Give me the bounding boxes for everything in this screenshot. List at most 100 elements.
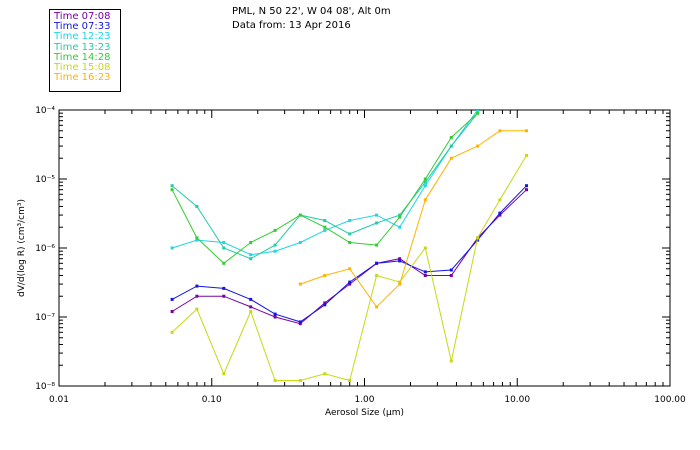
series-line <box>171 110 479 256</box>
series-point <box>222 261 226 265</box>
series-line <box>171 112 478 264</box>
series-point <box>375 305 379 309</box>
series-point <box>323 274 327 277</box>
series-point <box>323 228 327 232</box>
series-point <box>222 372 226 376</box>
series-point <box>375 243 379 247</box>
series-point <box>195 205 199 208</box>
series-point <box>298 282 302 286</box>
series-point <box>348 267 352 271</box>
series-point <box>195 294 199 298</box>
series-point <box>222 241 226 244</box>
series-point <box>525 129 528 133</box>
series-point <box>498 213 502 217</box>
series-point <box>423 184 427 188</box>
series-point <box>249 297 253 301</box>
series-point <box>222 286 226 290</box>
series-point <box>273 228 277 232</box>
date-text: Data from: 13 Apr 2016 <box>232 20 351 31</box>
series-point <box>222 246 226 250</box>
y-tick-label: 10⁻⁴ <box>35 106 55 116</box>
chart-header: PML, N 50 22', W 04 08', Alt 0m Data fro… <box>232 5 391 33</box>
series-point <box>398 259 402 263</box>
location-text: PML, N 50 22', W 04 08', Alt 0m <box>232 6 391 17</box>
series-point <box>476 144 480 148</box>
series-point <box>375 261 379 265</box>
series-point <box>170 297 174 301</box>
x-tick-label: 10.00 <box>504 395 530 405</box>
y-tick-label: 10⁻⁷ <box>35 313 55 323</box>
series-point <box>348 282 352 286</box>
y-axis-label: dV/d(log R) (cm³/cm³) <box>17 199 27 297</box>
legend-entry: Time 15:08 <box>54 62 111 74</box>
series-point <box>298 213 302 217</box>
series-point <box>323 219 327 222</box>
legend-entry: Time 16:23 <box>54 72 111 84</box>
series-point <box>398 213 402 217</box>
series-point <box>249 310 253 313</box>
series-point <box>249 257 253 261</box>
series-point <box>170 184 174 188</box>
legend-entry: Time 12:23 <box>54 31 111 43</box>
series-point <box>298 241 302 244</box>
series-point <box>398 282 402 286</box>
series-point <box>423 180 427 184</box>
series-point <box>525 153 528 157</box>
series-point <box>525 188 528 192</box>
series-point <box>423 246 427 250</box>
series-point <box>249 241 253 244</box>
series-point <box>423 270 427 274</box>
series-point <box>222 294 226 298</box>
series-point <box>375 213 379 217</box>
x-tick-label: 0.01 <box>49 395 69 405</box>
series-point <box>170 246 174 250</box>
series-point <box>195 284 199 288</box>
series-point <box>348 241 352 244</box>
series-point <box>273 312 277 316</box>
plot-frame <box>58 109 671 387</box>
series-point <box>476 110 480 112</box>
legend-entry: Time 07:33 <box>54 21 111 33</box>
legend-entry: Time 07:08 <box>54 11 111 22</box>
series-point <box>398 257 402 261</box>
series-line <box>171 112 478 260</box>
series-point <box>375 221 379 225</box>
series-point <box>273 379 277 382</box>
series-point <box>170 188 174 192</box>
x-tick-label: 100.00 <box>654 395 686 405</box>
series-point <box>375 274 379 277</box>
series-point <box>323 225 327 229</box>
series-line <box>171 185 527 323</box>
series-point <box>298 320 302 324</box>
series-point <box>170 310 174 313</box>
series-point <box>525 184 528 188</box>
series-point <box>195 236 199 240</box>
y-tick-label: 10⁻⁶ <box>35 244 55 254</box>
series-group <box>170 110 528 382</box>
series-point <box>449 268 453 272</box>
x-tick-label: 1.00 <box>354 395 374 405</box>
series-point <box>423 198 427 202</box>
x-axis-label: Aerosol Size (μm) <box>325 408 404 418</box>
series-point <box>498 211 502 215</box>
series-point <box>249 253 253 257</box>
series-point <box>449 156 453 160</box>
series-point <box>449 136 453 139</box>
series-point <box>398 215 402 219</box>
series-point <box>249 305 253 309</box>
series-line <box>300 130 527 308</box>
series-point <box>348 379 352 382</box>
legend-entry: Time 13:23 <box>54 41 111 53</box>
series-point <box>348 232 352 236</box>
series-point <box>476 236 480 240</box>
series-point <box>298 379 302 382</box>
series-point <box>398 225 402 229</box>
series-point <box>423 177 427 181</box>
legend: Time 07:08 Time 07:33 Time 12:23 Time 13:23… <box>49 9 121 92</box>
series-point <box>449 274 453 277</box>
series-point <box>273 249 277 253</box>
series-point <box>170 330 174 334</box>
series-point <box>323 372 327 376</box>
series-point <box>476 111 480 115</box>
